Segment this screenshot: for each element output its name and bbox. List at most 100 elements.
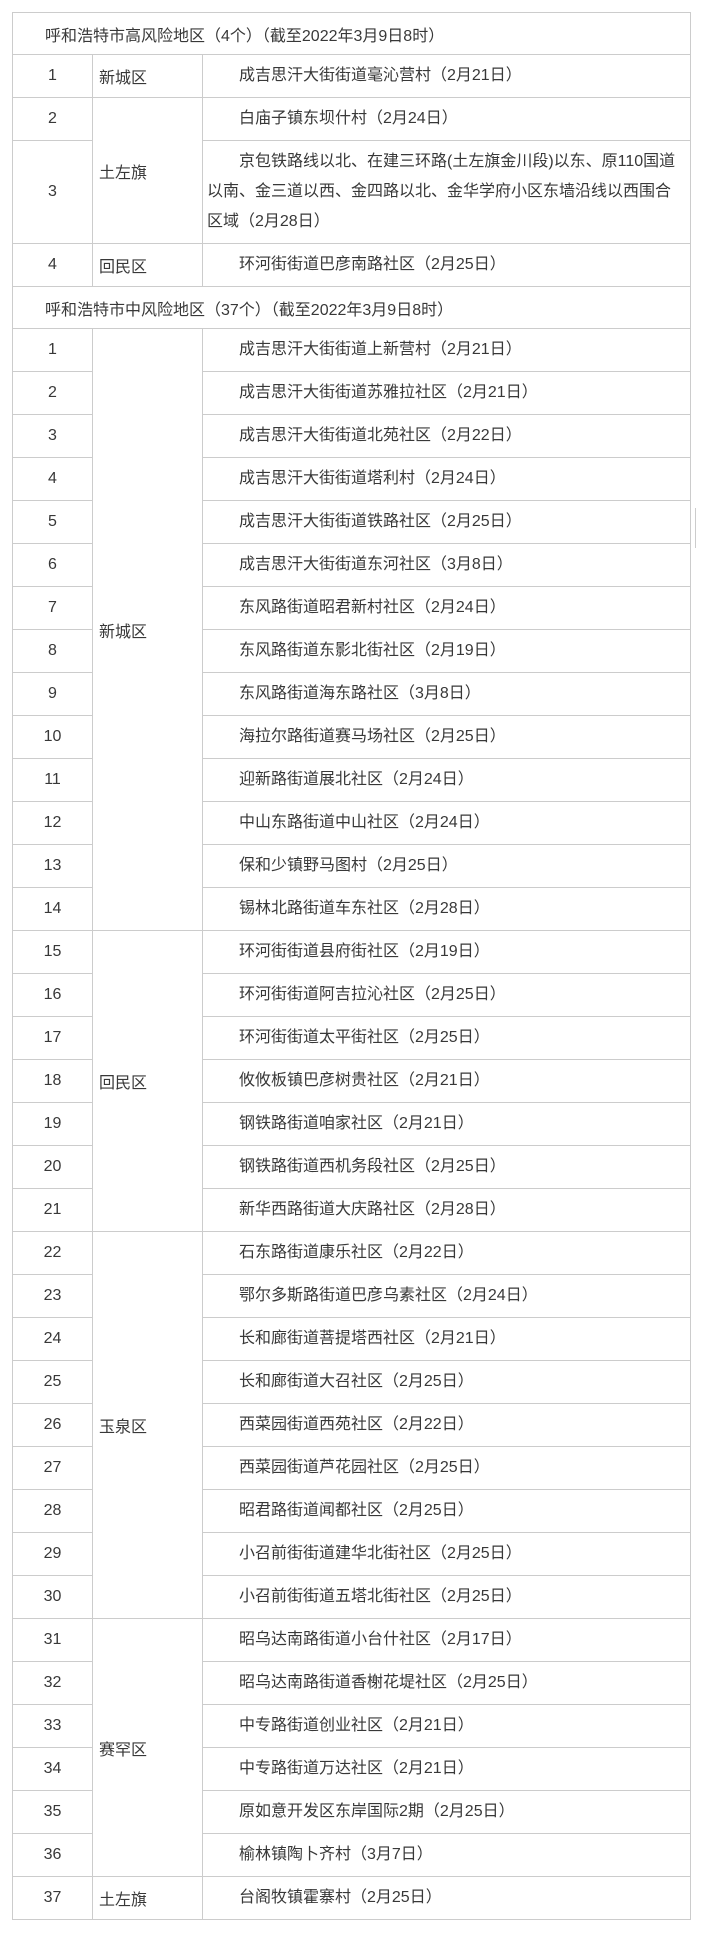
area-cell: 石东路街道康乐社区（2月22日） bbox=[201, 1231, 692, 1275]
row-number: 26 bbox=[12, 1403, 93, 1447]
row-number: 33 bbox=[12, 1704, 93, 1748]
table-row: 5 成吉思汗大街街道铁路社区（2月25日） bbox=[12, 500, 692, 544]
table-row: 15 回民区 环河街街道县府街社区（2月19日） bbox=[12, 930, 692, 1232]
district-cell: 土左旗 bbox=[92, 97, 203, 244]
area-cell: 环河街街道县府街社区（2月19日） bbox=[201, 930, 692, 974]
area-cell: 京包铁路线以北、在建三环路(土左旗金川段)以东、原110国道以南、金三道以西、金… bbox=[201, 140, 692, 244]
area-cell: 海拉尔路街道赛马场社区（2月25日） bbox=[201, 715, 692, 759]
row-number: 30 bbox=[12, 1575, 93, 1619]
row-number: 4 bbox=[12, 243, 93, 287]
section-title: 呼和浩特市高风险地区（4个）（截至2022年3月9日8时） bbox=[11, 12, 692, 55]
area-cell: 长和廊街道大召社区（2月25日） bbox=[201, 1360, 692, 1404]
area-cell: 锡林北路街道车东社区（2月28日） bbox=[201, 887, 692, 931]
table-row: 17 环河街街道太平街社区（2月25日） bbox=[12, 1016, 692, 1060]
row-number: 10 bbox=[12, 715, 93, 759]
area-cell: 成吉思汗大街街道北苑社区（2月22日） bbox=[201, 414, 692, 458]
table-row: 24 长和廊街道菩提塔西社区（2月21日） bbox=[12, 1317, 692, 1361]
table-row: 16 环河街街道阿吉拉沁社区（2月25日） bbox=[12, 973, 692, 1017]
area-cell: 昭乌达南路街道香榭花堤社区（2月25日） bbox=[201, 1661, 692, 1705]
row-number: 7 bbox=[12, 586, 93, 630]
table-row: 6 成吉思汗大街街道东河社区（3月8日） bbox=[12, 543, 692, 587]
area-cell: 白庙子镇东坝什村（2月24日） bbox=[201, 97, 692, 141]
area-cell: 东风路街道东影北街社区（2月19日） bbox=[201, 629, 692, 673]
table-row: 23 鄂尔多斯路街道巴彦乌素社区（2月24日） bbox=[12, 1274, 692, 1318]
area-cell: 东风路街道海东路社区（3月8日） bbox=[201, 672, 692, 716]
table-row: 4 回民区 环河街街道巴彦南路社区（2月25日） bbox=[12, 243, 692, 287]
area-cell: 原如意开发区东岸国际2期（2月25日） bbox=[201, 1790, 692, 1834]
row-number: 3 bbox=[12, 140, 93, 244]
area-cell: 昭乌达南路街道小台什社区（2月17日） bbox=[201, 1618, 692, 1662]
row-number: 23 bbox=[12, 1274, 93, 1318]
row-number: 1 bbox=[12, 328, 93, 372]
table-row: 32 昭乌达南路街道香榭花堤社区（2月25日） bbox=[12, 1661, 692, 1705]
risk-area-table-body: 呼和浩特市高风险地区（4个）（截至2022年3月9日8时） 1 新城区 成吉思汗大街街… bbox=[11, 12, 692, 1920]
area-cell: 西菜园街道芦花园社区（2月25日） bbox=[201, 1446, 692, 1490]
row-number: 6 bbox=[12, 543, 93, 587]
district-cell: 回民区 bbox=[92, 243, 203, 287]
district-cell: 土左旗 bbox=[92, 1876, 203, 1920]
area-cell: 环河街街道太平街社区（2月25日） bbox=[201, 1016, 692, 1060]
table-row: 1 新城区 成吉思汗大街街道上新营村（2月21日） bbox=[12, 328, 692, 931]
table-row: 34 中专路街道万达社区（2月21日） bbox=[12, 1747, 692, 1791]
table-row: 26 西菜园街道西苑社区（2月22日） bbox=[12, 1403, 692, 1447]
table-row: 2 土左旗 白庙子镇东坝什村（2月24日） bbox=[12, 97, 692, 244]
area-cell: 环河街街道巴彦南路社区（2月25日） bbox=[201, 243, 692, 287]
table-row: 1 新城区 成吉思汗大街街道毫沁营村（2月21日） bbox=[12, 54, 692, 98]
row-number: 32 bbox=[12, 1661, 93, 1705]
area-cell: 东风路街道昭君新村社区（2月24日） bbox=[201, 586, 692, 630]
row-number: 17 bbox=[12, 1016, 93, 1060]
table-row: 18 攸攸板镇巴彦树贵社区（2月21日） bbox=[12, 1059, 692, 1103]
row-number: 4 bbox=[12, 457, 93, 501]
table-row: 31 赛罕区 昭乌达南路街道小台什社区（2月17日） bbox=[12, 1618, 692, 1877]
area-cell: 成吉思汗大街街道东河社区（3月8日） bbox=[201, 543, 692, 587]
row-number: 2 bbox=[12, 97, 93, 141]
row-number: 31 bbox=[12, 1618, 93, 1662]
area-cell: 攸攸板镇巴彦树贵社区（2月21日） bbox=[201, 1059, 692, 1103]
row-number: 1 bbox=[12, 54, 93, 98]
section-title: 呼和浩特市中风险地区（37个）（截至2022年3月9日8时） bbox=[11, 286, 692, 329]
row-number: 20 bbox=[12, 1145, 93, 1189]
page: 呼和浩特市高风险地区（4个）（截至2022年3月9日8时） 1 新城区 成吉思汗大街街… bbox=[11, 12, 692, 1920]
area-cell: 钢铁路街道西机务段社区（2月25日） bbox=[201, 1145, 692, 1189]
area-cell: 小召前街街道五塔北街社区（2月25日） bbox=[201, 1575, 692, 1619]
row-number: 15 bbox=[12, 930, 93, 974]
area-cell: 成吉思汗大街街道塔利村（2月24日） bbox=[201, 457, 692, 501]
table-row: 22 玉泉区 石东路街道康乐社区（2月22日） bbox=[12, 1231, 692, 1619]
table-row: 37 土左旗 台阁牧镇霍寨村（2月25日） bbox=[12, 1876, 692, 1920]
row-number: 27 bbox=[12, 1446, 93, 1490]
row-number: 25 bbox=[12, 1360, 93, 1404]
row-number: 13 bbox=[12, 844, 93, 888]
row-number: 19 bbox=[12, 1102, 93, 1146]
table-row: 21 新华西路街道大庆路社区（2月28日） bbox=[12, 1188, 692, 1232]
district-cell: 回民区 bbox=[92, 930, 203, 1232]
row-number: 36 bbox=[12, 1833, 93, 1877]
district-cell: 新城区 bbox=[92, 54, 203, 98]
table-row: 35 原如意开发区东岸国际2期（2月25日） bbox=[12, 1790, 692, 1834]
area-cell: 成吉思汗大街街道苏雅拉社区（2月21日） bbox=[201, 371, 692, 415]
row-number: 28 bbox=[12, 1489, 93, 1533]
area-cell: 保和少镇野马图村（2月25日） bbox=[201, 844, 692, 888]
area-cell: 钢铁路街道咱家社区（2月21日） bbox=[201, 1102, 692, 1146]
table-row: 12 中山东路街道中山社区（2月24日） bbox=[12, 801, 692, 845]
row-number: 14 bbox=[12, 887, 93, 931]
row-number: 12 bbox=[12, 801, 93, 845]
area-cell: 鄂尔多斯路街道巴彦乌素社区（2月24日） bbox=[201, 1274, 692, 1318]
area-cell: 长和廊街道菩提塔西社区（2月21日） bbox=[201, 1317, 692, 1361]
row-number: 2 bbox=[12, 371, 93, 415]
area-cell: 西菜园街道西苑社区（2月22日） bbox=[201, 1403, 692, 1447]
area-cell: 成吉思汗大街街道上新营村（2月21日） bbox=[201, 328, 692, 372]
table-row: 3 京包铁路线以北、在建三环路(土左旗金川段)以东、原110国道以南、金三道以西、… bbox=[12, 140, 692, 244]
row-number: 8 bbox=[12, 629, 93, 673]
area-cell: 中山东路街道中山社区（2月24日） bbox=[201, 801, 692, 845]
table-row: 29 小召前街街道建华北街社区（2月25日） bbox=[12, 1532, 692, 1576]
area-cell: 中专路街道万达社区（2月21日） bbox=[201, 1747, 692, 1791]
table-row: 2 成吉思汗大街街道苏雅拉社区（2月21日） bbox=[12, 371, 692, 415]
area-cell: 成吉思汗大街街道毫沁营村（2月21日） bbox=[201, 54, 692, 98]
row-number: 37 bbox=[12, 1876, 93, 1920]
stray-vertical-line bbox=[695, 508, 696, 548]
section-header-row: 呼和浩特市中风险地区（37个）（截至2022年3月9日8时） bbox=[11, 286, 692, 329]
row-number: 22 bbox=[12, 1231, 93, 1275]
area-cell: 台阁牧镇霍寨村（2月25日） bbox=[201, 1876, 692, 1920]
area-cell: 小召前街街道建华北街社区（2月25日） bbox=[201, 1532, 692, 1576]
table-row: 19 钢铁路街道咱家社区（2月21日） bbox=[12, 1102, 692, 1146]
